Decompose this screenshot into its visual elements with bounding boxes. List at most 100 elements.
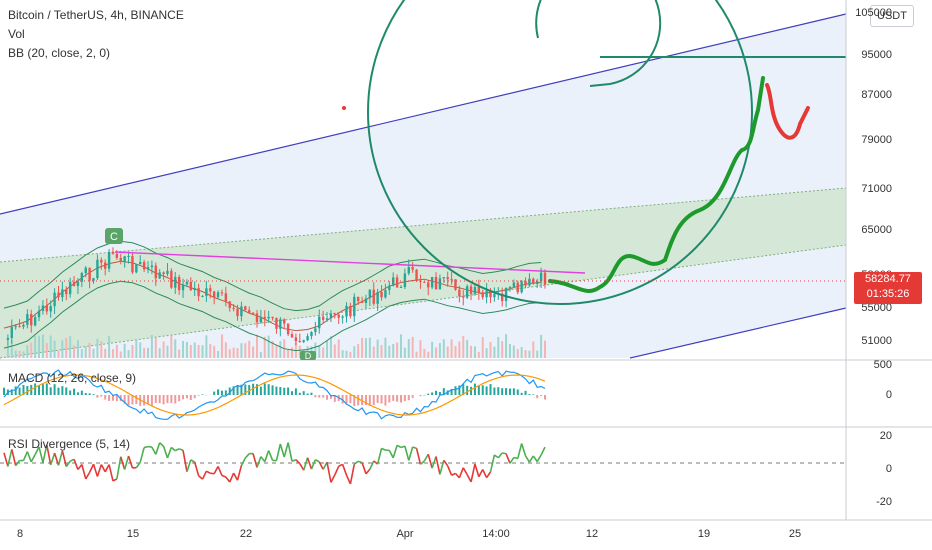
volume-bar bbox=[263, 336, 266, 358]
macd-tick-500: 500 bbox=[873, 359, 892, 371]
macd-histogram-bar bbox=[536, 395, 539, 399]
candle-body bbox=[318, 316, 321, 329]
macd-histogram-bar bbox=[435, 390, 438, 395]
macd-histogram-bar bbox=[115, 395, 118, 402]
symbol-legend[interactable]: Bitcoin / TetherUS, 4h, BINANCE bbox=[8, 8, 184, 22]
candle-body bbox=[411, 266, 414, 270]
volume-bar bbox=[341, 350, 344, 358]
rsi-segment bbox=[236, 465, 243, 481]
candle-body bbox=[111, 251, 115, 254]
macd-histogram-bar bbox=[532, 394, 535, 395]
macd-histogram-bar bbox=[279, 386, 282, 395]
volume-bar bbox=[232, 347, 235, 358]
volume-bar bbox=[88, 342, 91, 358]
macd-histogram-bar bbox=[178, 395, 181, 402]
volume-bar bbox=[10, 340, 13, 358]
rsi-segment bbox=[524, 455, 531, 463]
candle-body bbox=[403, 273, 407, 287]
macd-histogram-bar bbox=[512, 388, 515, 395]
rsi-segment bbox=[431, 456, 437, 469]
x-tick-19: 19 bbox=[697, 528, 711, 540]
rsi-segment bbox=[217, 466, 223, 476]
volume-bar bbox=[193, 342, 196, 358]
volume-bar bbox=[123, 343, 126, 358]
macd-histogram-bar bbox=[380, 395, 383, 404]
macd-histogram-bar bbox=[49, 387, 52, 395]
rsi-segment bbox=[408, 446, 414, 461]
macd-histogram-bar bbox=[104, 395, 107, 400]
candle-body bbox=[321, 316, 325, 320]
volume-bar bbox=[442, 339, 445, 358]
candle-body bbox=[337, 314, 340, 318]
macd-histogram-bar bbox=[193, 395, 196, 399]
macd-histogram-bar bbox=[485, 386, 488, 395]
marker-c-label: C bbox=[110, 231, 118, 243]
volume-bar bbox=[228, 349, 231, 358]
candle-body bbox=[539, 272, 543, 282]
candle-body bbox=[146, 267, 150, 270]
rsi-segment bbox=[427, 454, 433, 469]
volume-legend[interactable]: Vol bbox=[8, 27, 25, 41]
rsi-segment bbox=[49, 452, 56, 466]
rsi-segment bbox=[42, 444, 48, 463]
macd-histogram-bar bbox=[41, 384, 44, 395]
candle-body bbox=[477, 287, 481, 293]
volume-bar bbox=[524, 350, 527, 358]
macd-histogram-bar bbox=[501, 388, 504, 395]
volume-bar bbox=[516, 349, 519, 358]
rsi-segment bbox=[151, 446, 157, 455]
macd-histogram-bar bbox=[392, 395, 395, 401]
rsi-segment bbox=[267, 450, 274, 461]
currency-button[interactable]: USDT bbox=[870, 5, 914, 27]
rsi-segment bbox=[100, 464, 106, 473]
candle-body bbox=[212, 291, 216, 298]
lower-channel-line bbox=[629, 307, 847, 359]
rsi-title[interactable]: RSI Divergence (5, 14) bbox=[8, 437, 131, 451]
macd-histogram-bar bbox=[111, 395, 114, 401]
volume-bar bbox=[217, 351, 220, 358]
volume-bar bbox=[255, 334, 258, 358]
macd-histogram-bar bbox=[18, 387, 21, 395]
rsi-segment bbox=[174, 448, 180, 452]
candle-body bbox=[88, 267, 91, 281]
macd-histogram-bar bbox=[34, 383, 37, 395]
volume-bar bbox=[6, 345, 9, 358]
candle-body bbox=[263, 316, 266, 319]
x-tick-1400: 14:00 bbox=[482, 528, 510, 540]
volume-bar bbox=[104, 348, 107, 358]
volume-bar bbox=[396, 342, 399, 358]
candle-body bbox=[65, 289, 68, 295]
macd-histogram-bar bbox=[38, 385, 41, 395]
candle-body bbox=[473, 287, 477, 294]
macd-histogram-bar bbox=[100, 395, 103, 397]
macd-histogram-bar bbox=[220, 390, 223, 395]
macd-histogram-bar bbox=[298, 392, 301, 395]
candle-body bbox=[224, 293, 228, 302]
rsi-segment bbox=[404, 445, 410, 461]
candle-body bbox=[372, 289, 375, 304]
macd-histogram-bar bbox=[291, 391, 294, 395]
rsi-segment bbox=[123, 455, 130, 470]
rsi-segment bbox=[516, 443, 523, 459]
candle-body bbox=[314, 328, 317, 333]
macd-histogram-bar bbox=[259, 386, 262, 395]
volume-bar bbox=[189, 344, 192, 358]
macd-histogram-bar bbox=[364, 395, 367, 406]
volume-bar bbox=[80, 348, 83, 358]
green-projection-drawing bbox=[548, 76, 765, 293]
macd-title[interactable]: MACD (12, 26, close, 9) bbox=[8, 371, 137, 385]
volume-bar bbox=[435, 347, 438, 358]
rsi-segment bbox=[451, 472, 456, 476]
rsi-segment bbox=[213, 466, 219, 475]
macd-histogram-bar bbox=[73, 388, 76, 395]
y-tick-65000: 65000 bbox=[861, 224, 892, 236]
candle-body bbox=[166, 270, 169, 275]
candle-body bbox=[248, 310, 251, 313]
macd-histogram-bar bbox=[61, 386, 64, 395]
rsi-segment bbox=[310, 459, 317, 470]
rsi-segment bbox=[46, 444, 52, 466]
candle-body bbox=[465, 286, 469, 298]
candle-body bbox=[376, 292, 379, 304]
macd-histogram-bar bbox=[240, 384, 243, 395]
bb-legend[interactable]: BB (20, close, 2, 0) bbox=[8, 46, 111, 60]
